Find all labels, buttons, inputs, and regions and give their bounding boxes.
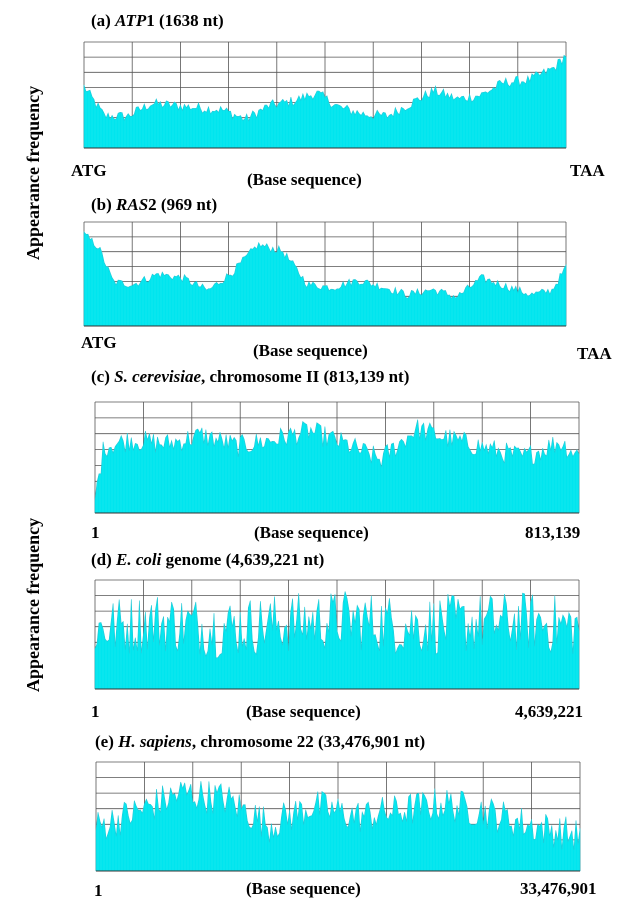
panel-b-chart	[83, 221, 567, 327]
panel-c-x-start-label: 1	[91, 523, 100, 542]
y-axis-label-upper: Appearance frequency	[23, 85, 43, 260]
panel-a-x-end-label: TAA	[570, 161, 605, 180]
panel-e-x-start-label: 1	[94, 881, 103, 900]
panel-b-title-prefix: (b)	[91, 195, 117, 214]
panel-e-title-suffix: , chromosome 22 (33,476,901 nt)	[191, 732, 426, 751]
panel-d-title: (d) E. coli genome (4,639,221 nt)	[91, 551, 324, 568]
panel-e-x-end-label: 33,476,901	[520, 879, 597, 898]
frequency-area	[95, 781, 581, 872]
y-axis-label-lower: Appearance frequency	[23, 517, 43, 692]
panel-c-title-prefix: (c)	[91, 367, 115, 386]
panel-b-title: (b) RAS2 (969 nt)	[91, 196, 217, 213]
panel-c-x-axis-label: (Base sequence)	[254, 523, 369, 542]
panel-c-x-end-label: 813,139	[525, 523, 581, 542]
panel-d-x-end-label: 4,639,221	[515, 702, 583, 721]
panel-a-chart	[83, 41, 567, 149]
panel-b-title-gene: RAS	[116, 195, 149, 214]
frequency-area	[83, 230, 567, 327]
panel-e-title-prefix: (e)	[95, 732, 119, 751]
panel-e-chart	[95, 761, 581, 872]
panel-c-title-organism: S. cerevisiae	[114, 367, 201, 386]
panel-a-title-suffix: 1 (1638 nt)	[146, 11, 224, 30]
panel-c-title-suffix: , chromosome II (813,139 nt)	[200, 367, 410, 386]
panel-c-chart	[94, 401, 580, 514]
panel-c-title: (c) S. cerevisiae, chromosome II (813,13…	[91, 368, 409, 385]
panel-d-x-start-label: 1	[91, 702, 100, 721]
panel-d-x-axis-label: (Base sequence)	[246, 702, 361, 721]
frequency-area	[94, 419, 580, 514]
panel-a-x-start-label: ATG	[71, 161, 107, 180]
panel-d-chart	[94, 579, 580, 690]
panel-d-title-suffix: genome (4,639,221 nt)	[161, 550, 325, 569]
panel-a-x-axis-label: (Base sequence)	[247, 170, 362, 189]
panel-b-title-suffix: 2 (969 nt)	[148, 195, 218, 214]
panel-a-title-gene: ATP	[115, 11, 147, 30]
panel-a-title: (a) ATP1 (1638 nt)	[91, 12, 224, 29]
panel-b-x-axis-label: (Base sequence)	[253, 341, 368, 360]
panel-b-x-end-label: TAA	[577, 344, 612, 363]
panel-d-title-organism: E. coli	[116, 550, 162, 569]
frequency-area	[94, 591, 580, 690]
panel-e-title-organism: H. sapiens	[118, 732, 192, 751]
panel-b-x-start-label: ATG	[81, 333, 117, 352]
panel-d-title-prefix: (d)	[91, 550, 117, 569]
panel-e-title: (e) H. sapiens, chromosome 22 (33,476,90…	[95, 733, 425, 750]
frequency-area	[83, 54, 567, 149]
panel-e-x-axis-label: (Base sequence)	[246, 879, 361, 898]
panel-a-title-prefix: (a)	[91, 11, 116, 30]
